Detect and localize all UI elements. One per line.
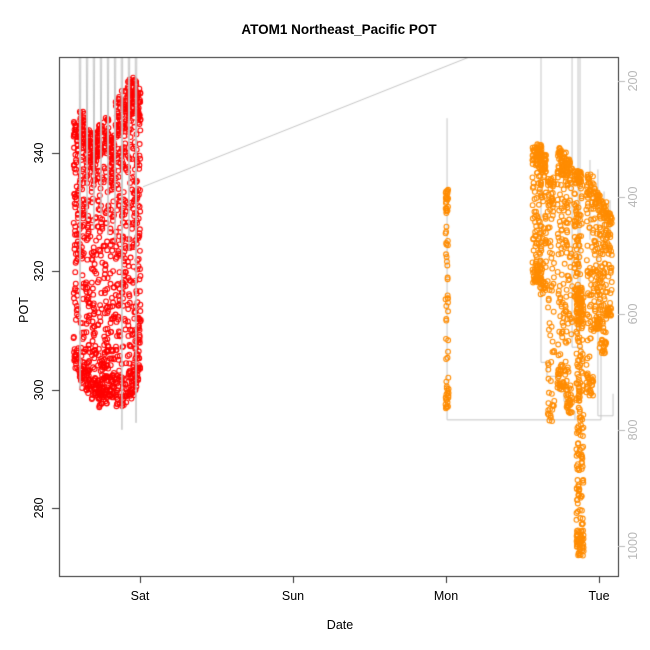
y-right-tick-label-800: 800 (626, 419, 640, 441)
y-right-tick-label-1000: 1000 (626, 532, 640, 560)
x-tick-label-sun: Sun (281, 589, 305, 603)
y-right-tick-label-200: 200 (626, 70, 640, 92)
y-right-tick-label-400: 400 (626, 186, 640, 208)
x-tick-label-mon: Mon (433, 589, 459, 603)
x-tick-label-tue: Tue (588, 589, 610, 603)
y-left-tick-label-320: 320 (32, 260, 46, 282)
x-tick-label-sat: Sat (130, 589, 150, 603)
chart-title: ATOM1 Northeast_Pacific POT (241, 22, 437, 37)
y-axis-label: POT (17, 297, 31, 323)
y-left-tick-label-340: 340 (32, 142, 46, 164)
y-right-tick-label-600: 600 (626, 303, 640, 324)
x-axis-label: Date (326, 618, 354, 632)
y-left-tick-label-280: 280 (32, 497, 46, 519)
y-left-tick-label-300: 300 (32, 379, 46, 401)
